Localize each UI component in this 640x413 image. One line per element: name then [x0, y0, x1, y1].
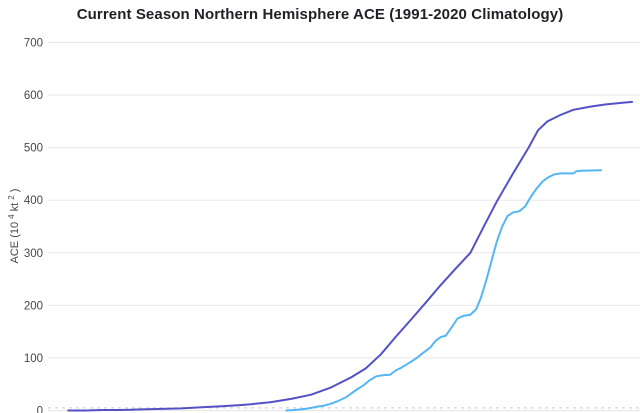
chart-title: Current Season Northern Hemisphere ACE (…	[76, 6, 564, 23]
climatology-line	[67, 100, 634, 412]
current-season-line	[285, 169, 602, 412]
y-tick-label-200: 200	[24, 300, 43, 312]
y-tick-label-100: 100	[24, 353, 43, 365]
y-tick-label-400: 400	[24, 195, 43, 207]
y-tick-label-500: 500	[24, 143, 43, 155]
y-tick-labels: 0 100 200 300 400 500 600 700	[24, 38, 43, 413]
y-tick-label-700: 700	[24, 38, 43, 50]
y-tick-label-0: 0	[37, 406, 43, 413]
gridlines	[48, 42, 640, 411]
series-lines	[67, 100, 634, 412]
y-tick-label-300: 300	[24, 248, 43, 260]
y-axis-label: ACE (10 4 kt 2 )	[5, 189, 21, 264]
y-tick-label-600: 600	[24, 90, 43, 102]
